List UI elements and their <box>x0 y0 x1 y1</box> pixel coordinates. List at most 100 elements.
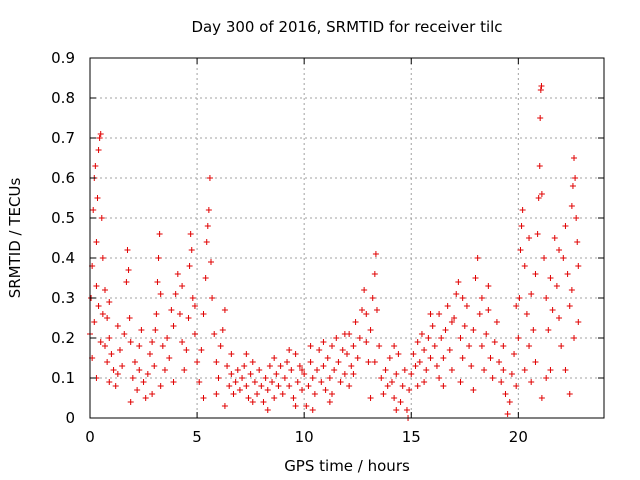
data-point <box>243 351 250 357</box>
data-point <box>369 295 376 301</box>
data-point <box>153 311 160 317</box>
data-point <box>518 223 525 229</box>
data-point <box>560 255 567 261</box>
data-point <box>519 207 526 213</box>
data-point <box>382 367 389 373</box>
data-point <box>154 279 161 285</box>
data-point <box>94 195 101 201</box>
data-point <box>513 303 520 309</box>
data-point <box>95 147 102 153</box>
data-point <box>365 359 372 365</box>
data-point <box>95 303 102 309</box>
data-point <box>543 295 550 301</box>
data-point <box>538 83 545 89</box>
y-tick-label: 0.1 <box>51 369 75 387</box>
data-point <box>157 291 164 297</box>
data-point <box>168 307 175 313</box>
data-point <box>275 383 282 389</box>
data-point <box>204 223 211 229</box>
data-point <box>481 367 488 373</box>
data-point <box>106 379 113 385</box>
data-point <box>213 359 220 365</box>
data-point <box>329 343 336 349</box>
data-point <box>224 363 231 369</box>
data-point <box>423 367 430 373</box>
data-point <box>245 395 252 401</box>
data-point <box>556 247 563 253</box>
data-point <box>258 383 265 389</box>
data-point <box>459 355 466 361</box>
data-point <box>209 295 216 301</box>
y-tick-label: 0.7 <box>51 129 75 147</box>
data-point <box>425 335 432 341</box>
data-point <box>131 359 138 365</box>
data-point <box>438 335 445 341</box>
data-point <box>429 323 436 329</box>
y-tick-labels: 0 0.1 0.2 0.3 0.4 0.5 0.6 0.7 0.8 0.9 <box>51 49 75 427</box>
data-point <box>170 323 177 329</box>
data-point <box>440 355 447 361</box>
data-point <box>230 391 237 397</box>
data-point <box>545 327 552 333</box>
data-point <box>566 391 573 397</box>
data-point <box>294 379 301 385</box>
data-point <box>500 367 507 373</box>
data-point <box>322 387 329 393</box>
data-point <box>575 263 582 269</box>
plot-frame <box>89 57 605 419</box>
data-point <box>256 367 263 373</box>
data-point <box>421 347 428 353</box>
data-point <box>208 259 215 265</box>
data-point <box>341 331 348 337</box>
data-point <box>140 379 147 385</box>
data-point <box>134 387 141 393</box>
data-point <box>502 391 509 397</box>
data-point <box>264 407 271 413</box>
data-point <box>541 255 548 261</box>
data-point <box>388 379 395 385</box>
data-point <box>286 347 293 353</box>
data-point <box>478 343 485 349</box>
data-point <box>333 335 340 341</box>
data-point <box>305 383 312 389</box>
data-point <box>106 335 113 341</box>
data-point <box>470 387 477 393</box>
data-point <box>485 283 492 289</box>
data-point <box>194 359 201 365</box>
data-point <box>309 407 316 413</box>
data-point <box>530 327 537 333</box>
data-point <box>461 323 468 329</box>
data-point <box>179 339 186 345</box>
data-point <box>410 351 417 357</box>
data-point <box>185 315 192 321</box>
data-point <box>123 279 130 285</box>
data-point <box>573 215 580 221</box>
data-point <box>217 343 224 349</box>
data-point <box>508 371 515 377</box>
data-point <box>418 331 425 337</box>
data-point <box>314 367 321 373</box>
x-tick-labels: 0 5 10 15 20 <box>85 428 528 446</box>
y-tick-label: 0.2 <box>51 329 75 347</box>
data-point <box>367 327 374 333</box>
data-point <box>534 231 541 237</box>
data-point <box>331 367 338 373</box>
data-point <box>125 267 132 273</box>
x-tick-label: 15 <box>402 428 421 446</box>
data-point <box>101 287 108 293</box>
data-point <box>98 215 105 221</box>
data-point <box>309 375 316 381</box>
y-tick-label: 0.6 <box>51 169 75 187</box>
y-tick-label: 0.8 <box>51 89 75 107</box>
data-point <box>110 367 117 373</box>
data-point <box>189 295 196 301</box>
data-point <box>277 363 284 369</box>
data-point <box>361 287 368 293</box>
data-point <box>354 355 361 361</box>
data-point <box>543 375 550 381</box>
data-point <box>157 383 164 389</box>
data-point <box>249 359 256 365</box>
data-point <box>551 235 558 241</box>
data-point <box>93 239 100 245</box>
x-tick-label: 5 <box>192 428 202 446</box>
